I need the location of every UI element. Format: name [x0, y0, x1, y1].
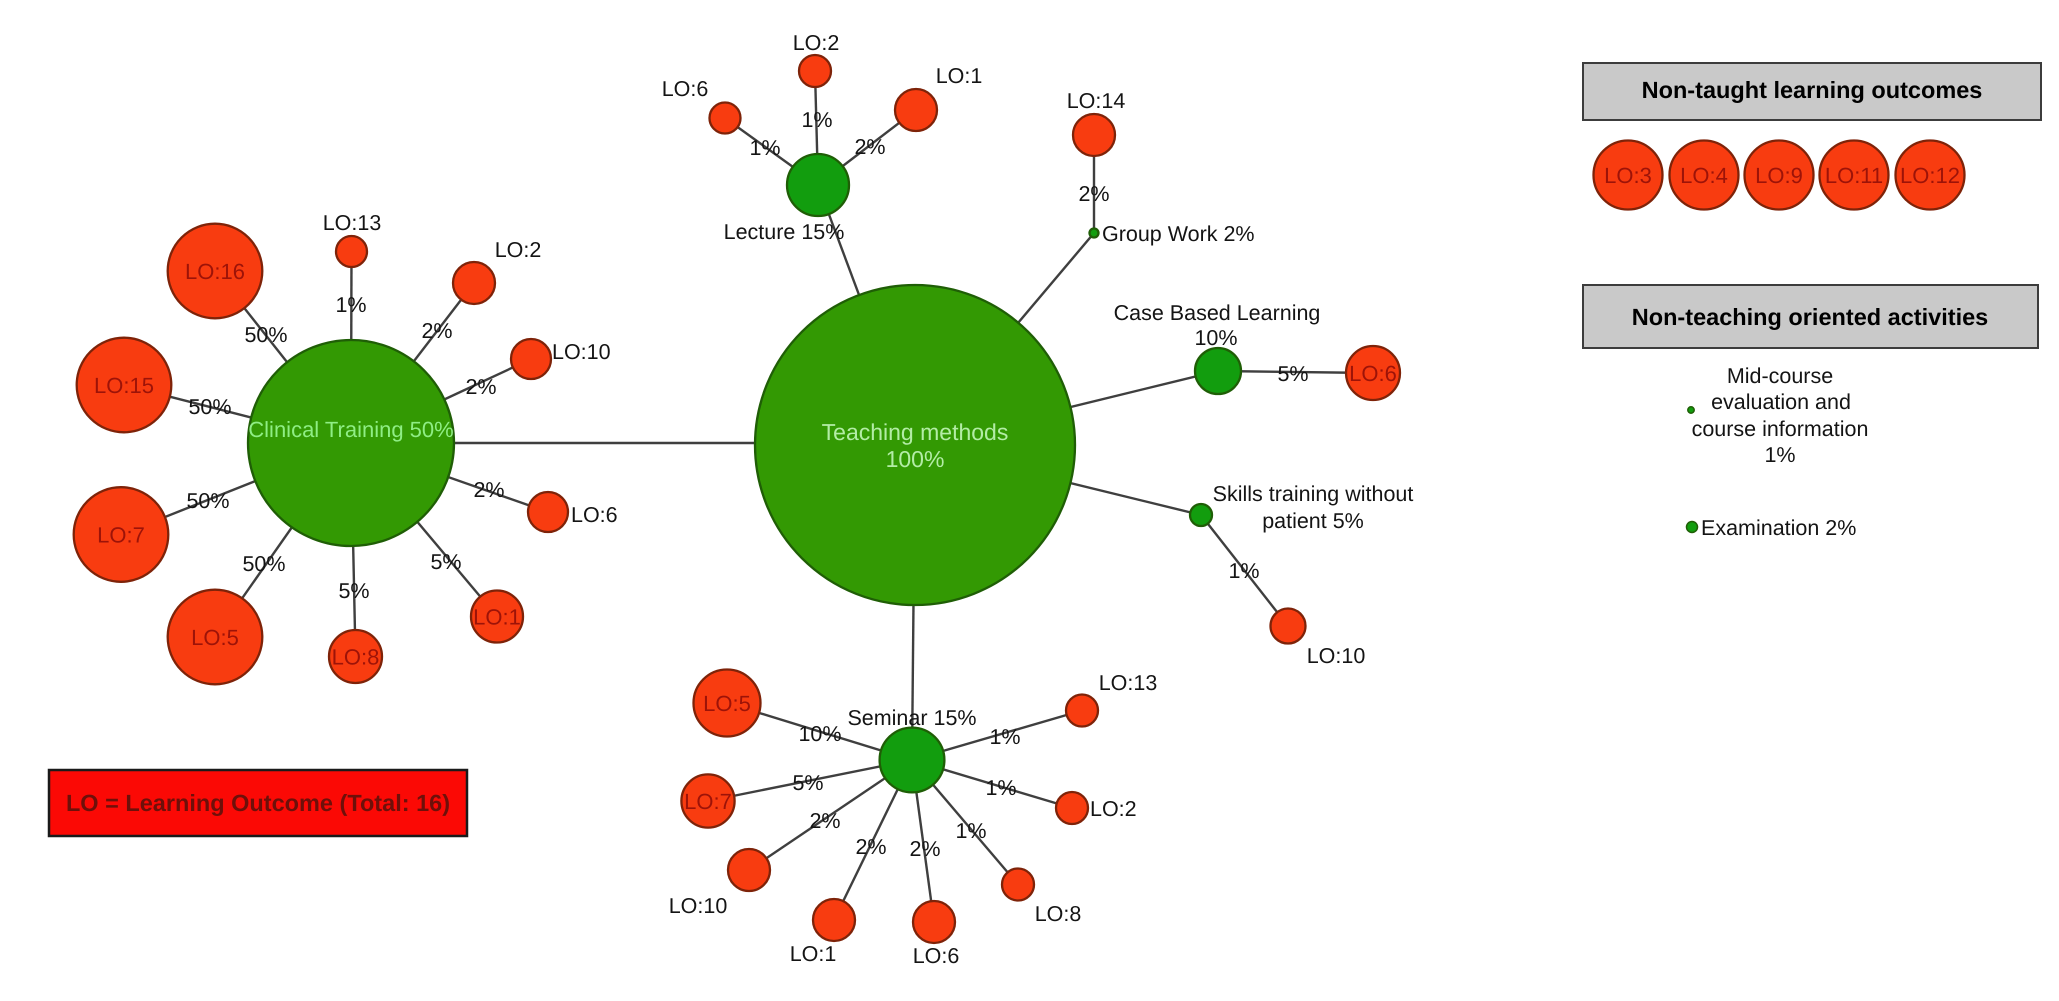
svg-text:LO:3: LO:3: [1604, 163, 1652, 188]
svg-text:LO:4: LO:4: [1680, 163, 1728, 188]
svg-text:LO = Learning Outcome (Total:: LO = Learning Outcome (Total: 16): [66, 790, 450, 816]
svg-text:evaluation and: evaluation and: [1711, 390, 1851, 414]
svg-text:10%: 10%: [798, 722, 841, 746]
svg-text:LO:12: LO:12: [1900, 163, 1960, 188]
svg-text:LO:6: LO:6: [571, 503, 618, 527]
svg-text:2%: 2%: [909, 837, 940, 861]
svg-text:LO:14: LO:14: [1067, 89, 1126, 113]
svg-text:Group Work 2%: Group Work 2%: [1102, 222, 1255, 246]
svg-text:LO:2: LO:2: [1090, 797, 1137, 821]
svg-text:LO:1: LO:1: [790, 942, 837, 966]
svg-text:2%: 2%: [854, 135, 885, 159]
svg-text:course information: course information: [1692, 417, 1869, 441]
svg-text:1%: 1%: [989, 725, 1020, 749]
svg-text:10%: 10%: [1194, 326, 1237, 350]
svg-text:LO:8: LO:8: [332, 645, 380, 670]
svg-text:1%: 1%: [801, 108, 832, 132]
svg-text:Teaching methods: Teaching methods: [822, 419, 1009, 445]
svg-text:5%: 5%: [430, 550, 461, 574]
svg-text:LO:9: LO:9: [1755, 163, 1803, 188]
svg-text:LO:16: LO:16: [185, 259, 245, 284]
svg-text:1%: 1%: [1228, 559, 1259, 583]
svg-text:LO:10: LO:10: [1307, 644, 1366, 668]
svg-text:LO:1: LO:1: [936, 64, 983, 88]
svg-text:5%: 5%: [338, 579, 369, 603]
svg-text:Case Based Learning: Case Based Learning: [1114, 301, 1321, 325]
svg-text:LO:5: LO:5: [191, 625, 239, 650]
svg-text:LO:10: LO:10: [669, 894, 728, 918]
svg-text:2%: 2%: [473, 478, 504, 502]
svg-text:2%: 2%: [855, 835, 886, 859]
svg-text:Skills training without: Skills training without: [1213, 482, 1414, 506]
svg-text:2%: 2%: [809, 809, 840, 833]
svg-text:1%: 1%: [1764, 443, 1795, 467]
svg-text:LO:7: LO:7: [97, 523, 145, 548]
svg-text:1%: 1%: [335, 293, 366, 317]
svg-text:LO:2: LO:2: [793, 31, 840, 55]
svg-text:LO:7: LO:7: [684, 789, 732, 814]
svg-text:LO:15: LO:15: [94, 373, 154, 398]
svg-text:1%: 1%: [985, 776, 1016, 800]
svg-text:Non-teaching oriented activiti: Non-teaching oriented activities: [1632, 304, 1988, 330]
svg-text:LO:6: LO:6: [1349, 361, 1397, 386]
svg-text:50%: 50%: [186, 489, 229, 513]
svg-text:50%: 50%: [188, 395, 231, 419]
svg-text:5%: 5%: [792, 771, 823, 795]
svg-text:1%: 1%: [749, 136, 780, 160]
svg-text:2%: 2%: [421, 319, 452, 343]
svg-text:patient 5%: patient 5%: [1262, 509, 1364, 533]
svg-text:LO:13: LO:13: [323, 211, 382, 235]
svg-text:50%: 50%: [244, 323, 287, 347]
svg-text:1%: 1%: [955, 819, 986, 843]
svg-text:Non-taught learning outcomes: Non-taught learning outcomes: [1642, 77, 1983, 103]
svg-text:Examination 2%: Examination 2%: [1701, 516, 1856, 540]
svg-text:LO:6: LO:6: [662, 77, 709, 101]
svg-text:100%: 100%: [886, 446, 945, 472]
svg-text:2%: 2%: [1078, 182, 1109, 206]
svg-text:Seminar 15%: Seminar 15%: [847, 706, 976, 730]
svg-text:LO:11: LO:11: [1825, 163, 1883, 188]
svg-text:Mid-course: Mid-course: [1727, 364, 1833, 388]
svg-text:LO:1: LO:1: [473, 605, 521, 630]
svg-text:LO:5: LO:5: [703, 691, 751, 716]
svg-text:2%: 2%: [465, 375, 496, 399]
svg-text:50%: 50%: [242, 552, 285, 576]
svg-text:5%: 5%: [1277, 362, 1308, 386]
svg-text:LO:10: LO:10: [552, 340, 611, 364]
svg-text:LO:6: LO:6: [913, 944, 960, 968]
svg-text:LO:2: LO:2: [495, 238, 542, 262]
svg-text:Lecture 15%: Lecture 15%: [724, 220, 845, 244]
svg-text:LO:8: LO:8: [1035, 902, 1082, 926]
svg-text:Clinical Training 50%: Clinical Training 50%: [248, 417, 453, 442]
svg-text:LO:13: LO:13: [1099, 671, 1158, 695]
